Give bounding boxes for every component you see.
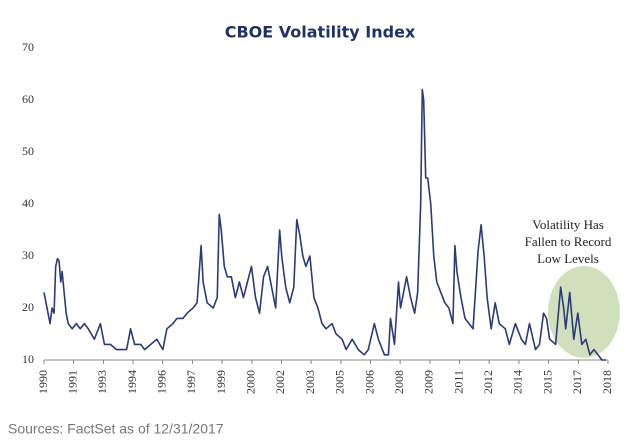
x-tick-label: 2009 <box>422 370 436 394</box>
y-tick-label: 70 <box>22 40 34 54</box>
x-tick-label: 1994 <box>125 370 139 394</box>
x-tick-label: 2003 <box>303 370 317 394</box>
x-tick-label: 1996 <box>154 370 168 394</box>
source: Sources: FactSet as of 12/31/2017 <box>8 421 224 437</box>
x-tick-label: 2018 <box>600 370 614 394</box>
x-tick-label: 2000 <box>244 370 258 394</box>
x-tick-label: 2014 <box>511 370 525 394</box>
y-tick-label: 50 <box>22 144 34 158</box>
y-tick-label: 10 <box>22 352 34 366</box>
x-tick-label: 2011 <box>451 370 465 394</box>
x-tick-label: 1993 <box>95 370 109 394</box>
x-tick-label: 1990 <box>36 370 50 394</box>
y-tick-label: 30 <box>22 248 34 262</box>
x-tick-label: 2006 <box>362 370 376 394</box>
highlight-ellipse <box>548 266 620 358</box>
x-tick-label: 2002 <box>273 370 287 394</box>
y-tick-label: 20 <box>22 300 34 314</box>
annotation: Fallen to Record <box>525 234 612 249</box>
annotation: Low Levels <box>537 251 599 266</box>
annotation: Volatility Has <box>532 217 604 232</box>
y-tick-label: 40 <box>22 196 34 210</box>
x-tick-label: 2008 <box>392 370 406 394</box>
x-tick-label: 2012 <box>481 370 495 394</box>
x-tick-label: 1999 <box>214 370 228 394</box>
x-tick-label: 2015 <box>540 370 554 394</box>
x-tick-label: 2005 <box>333 370 347 394</box>
chart-title: CBOE Volatility Index <box>225 23 416 42</box>
x-tick-label: 1997 <box>184 370 198 394</box>
y-tick-label: 60 <box>22 92 34 106</box>
x-tick-label: 1991 <box>65 370 79 394</box>
x-tick-label: 2017 <box>570 370 584 394</box>
line-series <box>43 88 606 361</box>
